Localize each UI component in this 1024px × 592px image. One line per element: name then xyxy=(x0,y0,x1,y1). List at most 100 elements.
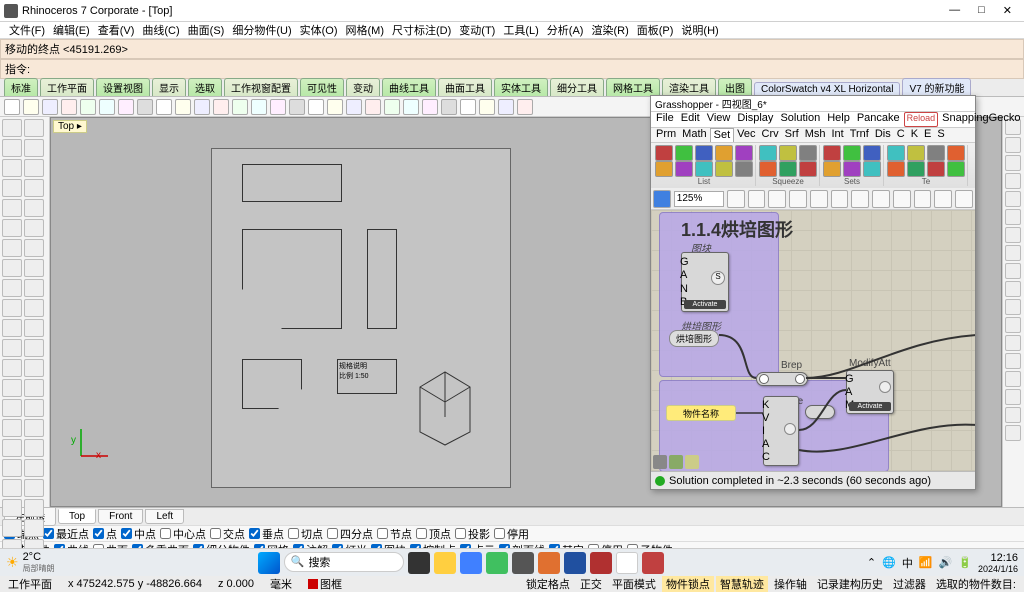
tool-button[interactable] xyxy=(24,299,44,317)
tool-button[interactable] xyxy=(24,219,44,237)
command-input[interactable] xyxy=(33,64,133,76)
tool-button[interactable] xyxy=(2,359,22,377)
gh-component-modifyatt[interactable]: GAM Activate xyxy=(846,370,894,414)
snap-option[interactable]: 顶点 xyxy=(416,526,451,542)
snap-option[interactable]: 节点 xyxy=(377,526,412,542)
status-layer[interactable]: 图框 xyxy=(304,576,346,592)
status-toggle[interactable]: 平面模式 xyxy=(608,576,660,592)
menu-item[interactable]: 实体(O) xyxy=(297,22,341,38)
gh-tab[interactable]: Crv xyxy=(759,128,782,142)
status-toggle[interactable]: 智慧轨迹 xyxy=(716,576,768,592)
tool-button[interactable] xyxy=(2,219,22,237)
gh-menu-item[interactable]: File xyxy=(653,112,677,127)
tool-button[interactable] xyxy=(2,299,22,317)
menu-item[interactable]: 编辑(E) xyxy=(50,22,93,38)
tool-button[interactable] xyxy=(24,199,44,217)
taskbar-app-4[interactable] xyxy=(486,552,508,574)
start-button[interactable] xyxy=(258,552,280,574)
toolbar-tab[interactable]: 网格工具 xyxy=(606,78,660,96)
toolbar-icon[interactable] xyxy=(213,99,229,115)
snap-option[interactable]: 四分点 xyxy=(327,526,373,542)
maximize-button[interactable]: □ xyxy=(978,4,985,17)
status-unit[interactable]: 毫米 xyxy=(266,576,296,592)
toolbar-icon[interactable] xyxy=(384,99,400,115)
tool-button[interactable] xyxy=(24,459,44,477)
toolbar-tab[interactable]: V7 的新功能 xyxy=(902,78,971,96)
viewport-tab[interactable]: Left xyxy=(145,509,184,524)
gh-toolbar-icon[interactable] xyxy=(831,190,849,208)
command-prompt-row[interactable]: 指令: xyxy=(0,59,1024,79)
tool-button[interactable] xyxy=(24,139,44,157)
tool-button[interactable] xyxy=(2,419,22,437)
gh-canvas-corner-icons[interactable] xyxy=(653,455,699,469)
gh-menu-item[interactable]: Help xyxy=(824,112,853,127)
panel-button[interactable] xyxy=(1005,137,1021,153)
toolbar-tab[interactable]: 设置视图 xyxy=(96,78,150,96)
status-toggle[interactable]: 记录建构历史 xyxy=(813,576,887,592)
gh-toolbar-icon[interactable] xyxy=(934,190,952,208)
panel-button[interactable] xyxy=(1005,299,1021,315)
viewport-tab[interactable]: Front xyxy=(98,509,143,524)
gh-activate-button-1[interactable]: Activate xyxy=(684,300,726,309)
menu-item[interactable]: 渲染(R) xyxy=(588,22,631,38)
toolbar-icon[interactable] xyxy=(346,99,362,115)
gh-tab[interactable]: Vec xyxy=(734,128,758,142)
tool-button[interactable] xyxy=(24,179,44,197)
menu-item[interactable]: 面板(P) xyxy=(634,22,677,38)
gh-component-icon[interactable] xyxy=(863,145,881,161)
gh-toolbar-icon[interactable] xyxy=(727,190,745,208)
gh-component-bake-1[interactable]: GANB S Activate xyxy=(681,252,729,312)
panel-button[interactable] xyxy=(1005,407,1021,423)
tray-clock[interactable]: 12:16 2024/1/16 xyxy=(978,552,1018,574)
windows-taskbar[interactable]: ☀ 2°C 局部晴朗 🔍搜索 ⌃ 🌐 中 📶 🔊 🔋 12:16 2024/1/… xyxy=(0,548,1024,576)
snap-option[interactable]: 交点 xyxy=(210,526,245,542)
gh-category-tabs[interactable]: PrmMathSetVecCrvSrfMshIntTrnfDisCKES xyxy=(651,128,975,143)
minimize-button[interactable]: — xyxy=(949,4,960,17)
gh-component-icon[interactable] xyxy=(715,145,733,161)
tool-button[interactable] xyxy=(2,339,22,357)
gh-tab[interactable]: Dis xyxy=(872,128,894,142)
tool-button[interactable] xyxy=(24,319,44,337)
gh-component-icon[interactable] xyxy=(655,145,673,161)
gh-component-icon[interactable] xyxy=(715,161,733,177)
gh-tab[interactable]: E xyxy=(921,128,934,142)
gh-toolbar-icon[interactable] xyxy=(748,190,766,208)
tool-button[interactable] xyxy=(2,119,22,137)
gh-component-icon[interactable] xyxy=(843,145,861,161)
tool-button[interactable] xyxy=(24,379,44,397)
gh-tab[interactable]: Set xyxy=(710,128,735,142)
tray-wifi-icon[interactable]: 📶 xyxy=(919,556,933,569)
snap-option[interactable]: 垂点 xyxy=(249,526,284,542)
toolbar-icon[interactable] xyxy=(517,99,533,115)
toolbar-tab[interactable]: 出图 xyxy=(718,78,752,96)
tray-chevron-icon[interactable]: ⌃ xyxy=(867,556,876,569)
gh-toolbar-icon[interactable] xyxy=(768,190,786,208)
left-toolbox[interactable] xyxy=(0,117,50,507)
status-toggle[interactable]: 过滤器 xyxy=(889,576,930,592)
gh-zoom-input[interactable] xyxy=(674,191,724,207)
gh-toolbar-icon[interactable] xyxy=(872,190,890,208)
gh-relay-1[interactable] xyxy=(756,372,808,386)
toolbar-tab[interactable]: ColorSwatch v4 XL Horizontal xyxy=(754,82,900,96)
tool-button[interactable] xyxy=(24,399,44,417)
gh-toolbar-icon[interactable] xyxy=(914,190,932,208)
toolbar-tab[interactable]: 标准 xyxy=(4,78,38,96)
tool-button[interactable] xyxy=(2,319,22,337)
gh-component-icon[interactable] xyxy=(759,145,777,161)
taskbar-app-9[interactable] xyxy=(616,552,638,574)
toolbar-icon[interactable] xyxy=(422,99,438,115)
gh-component-icon[interactable] xyxy=(759,161,777,177)
snap-option[interactable]: 停用 xyxy=(494,526,529,542)
toolbar-icon[interactable] xyxy=(365,99,381,115)
status-toggle[interactable]: 选取的物件数目: xyxy=(932,576,1020,592)
toolbar-tab[interactable]: 工作视窗配置 xyxy=(224,78,298,96)
gh-tab[interactable]: Msh xyxy=(802,128,829,142)
gh-menu-item[interactable]: Edit xyxy=(678,112,703,127)
tool-button[interactable] xyxy=(2,519,22,537)
tool-button[interactable] xyxy=(24,479,44,497)
tool-button[interactable] xyxy=(2,139,22,157)
tool-button[interactable] xyxy=(2,379,22,397)
tool-button[interactable] xyxy=(2,499,22,517)
toolbar-icon[interactable] xyxy=(42,99,58,115)
tool-button[interactable] xyxy=(2,179,22,197)
